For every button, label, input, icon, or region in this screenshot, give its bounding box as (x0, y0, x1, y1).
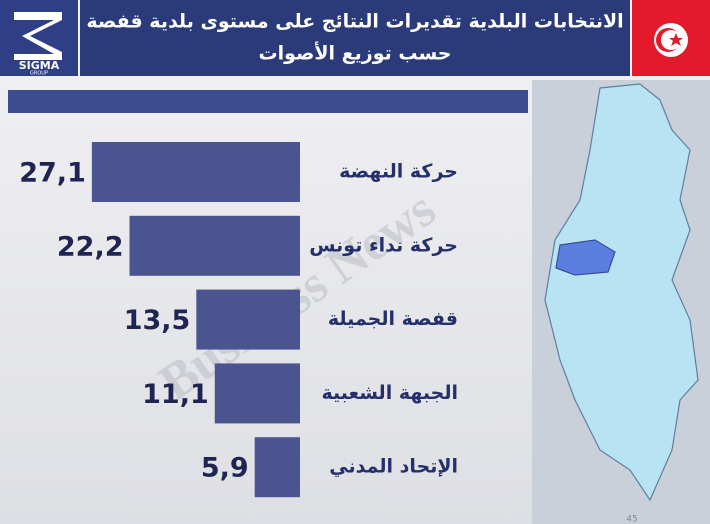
bar (254, 437, 300, 498)
chart-subtitle: حسب توزيع الأصوات (258, 42, 451, 65)
bar (129, 215, 300, 276)
plot: حركة النهضة 27,1 حركة نداء تونس 22,2 قفصة ال… (19, 142, 458, 498)
category-label: قفصة الجميلة (328, 308, 458, 330)
logo-icon (14, 12, 62, 60)
header-strip (8, 90, 528, 113)
bar (214, 363, 300, 424)
bar (196, 289, 300, 350)
flag-star (669, 33, 683, 46)
category-label: حركة النهضة (339, 161, 458, 183)
value-label: 11,1 (142, 379, 209, 410)
map-country (544, 83, 699, 502)
map-highlight (555, 239, 616, 276)
category-label: الإتحاد المدني (329, 456, 458, 478)
value-label: 27,1 (19, 158, 86, 189)
value-label: 13,5 (124, 305, 191, 336)
bar (91, 142, 300, 202)
value-label: 22,2 (57, 231, 124, 262)
logo-name: SIGMA (19, 59, 60, 72)
category-label: الجبهة الشعبية (321, 382, 458, 404)
page-number: 45 (626, 515, 637, 524)
title-band (80, 0, 630, 76)
category-label: حركة نداء تونس (309, 234, 458, 256)
logo-tagline: GROUP (30, 71, 48, 77)
value-label: 5,9 (201, 453, 249, 484)
chart-title: الانتخابات البلدية تقديرات النتائج على م… (86, 11, 623, 33)
